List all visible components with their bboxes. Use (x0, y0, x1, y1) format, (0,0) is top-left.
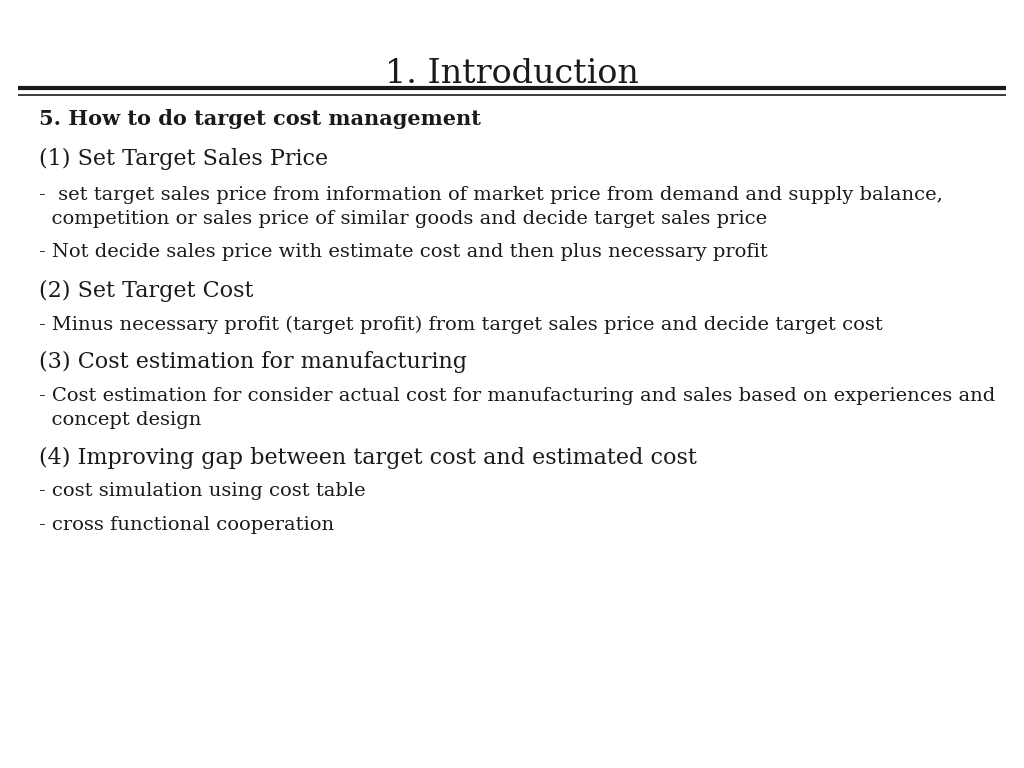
Text: -  set target sales price from information of market price from demand and suppl: - set target sales price from informatio… (39, 186, 943, 204)
Text: (4) Improving gap between target cost and estimated cost: (4) Improving gap between target cost an… (39, 447, 696, 469)
Text: - cost simulation using cost table: - cost simulation using cost table (39, 482, 366, 500)
Text: - Cost estimation for consider actual cost for manufacturing and sales based on : - Cost estimation for consider actual co… (39, 387, 995, 405)
Text: - cross functional cooperation: - cross functional cooperation (39, 516, 334, 534)
Text: 1. Introduction: 1. Introduction (385, 58, 639, 90)
Text: concept design: concept design (39, 411, 202, 429)
Text: (1) Set Target Sales Price: (1) Set Target Sales Price (39, 147, 328, 170)
Text: competition or sales price of similar goods and decide target sales price: competition or sales price of similar go… (39, 210, 767, 227)
Text: (3) Cost estimation for manufacturing: (3) Cost estimation for manufacturing (39, 351, 467, 373)
Text: - Not decide sales price with estimate cost and then plus necessary profit: - Not decide sales price with estimate c… (39, 243, 768, 261)
Text: 5. How to do target cost management: 5. How to do target cost management (39, 109, 481, 129)
Text: (2) Set Target Cost: (2) Set Target Cost (39, 280, 253, 302)
Text: - Minus necessary profit (target profit) from target sales price and decide targ: - Minus necessary profit (target profit)… (39, 316, 883, 334)
